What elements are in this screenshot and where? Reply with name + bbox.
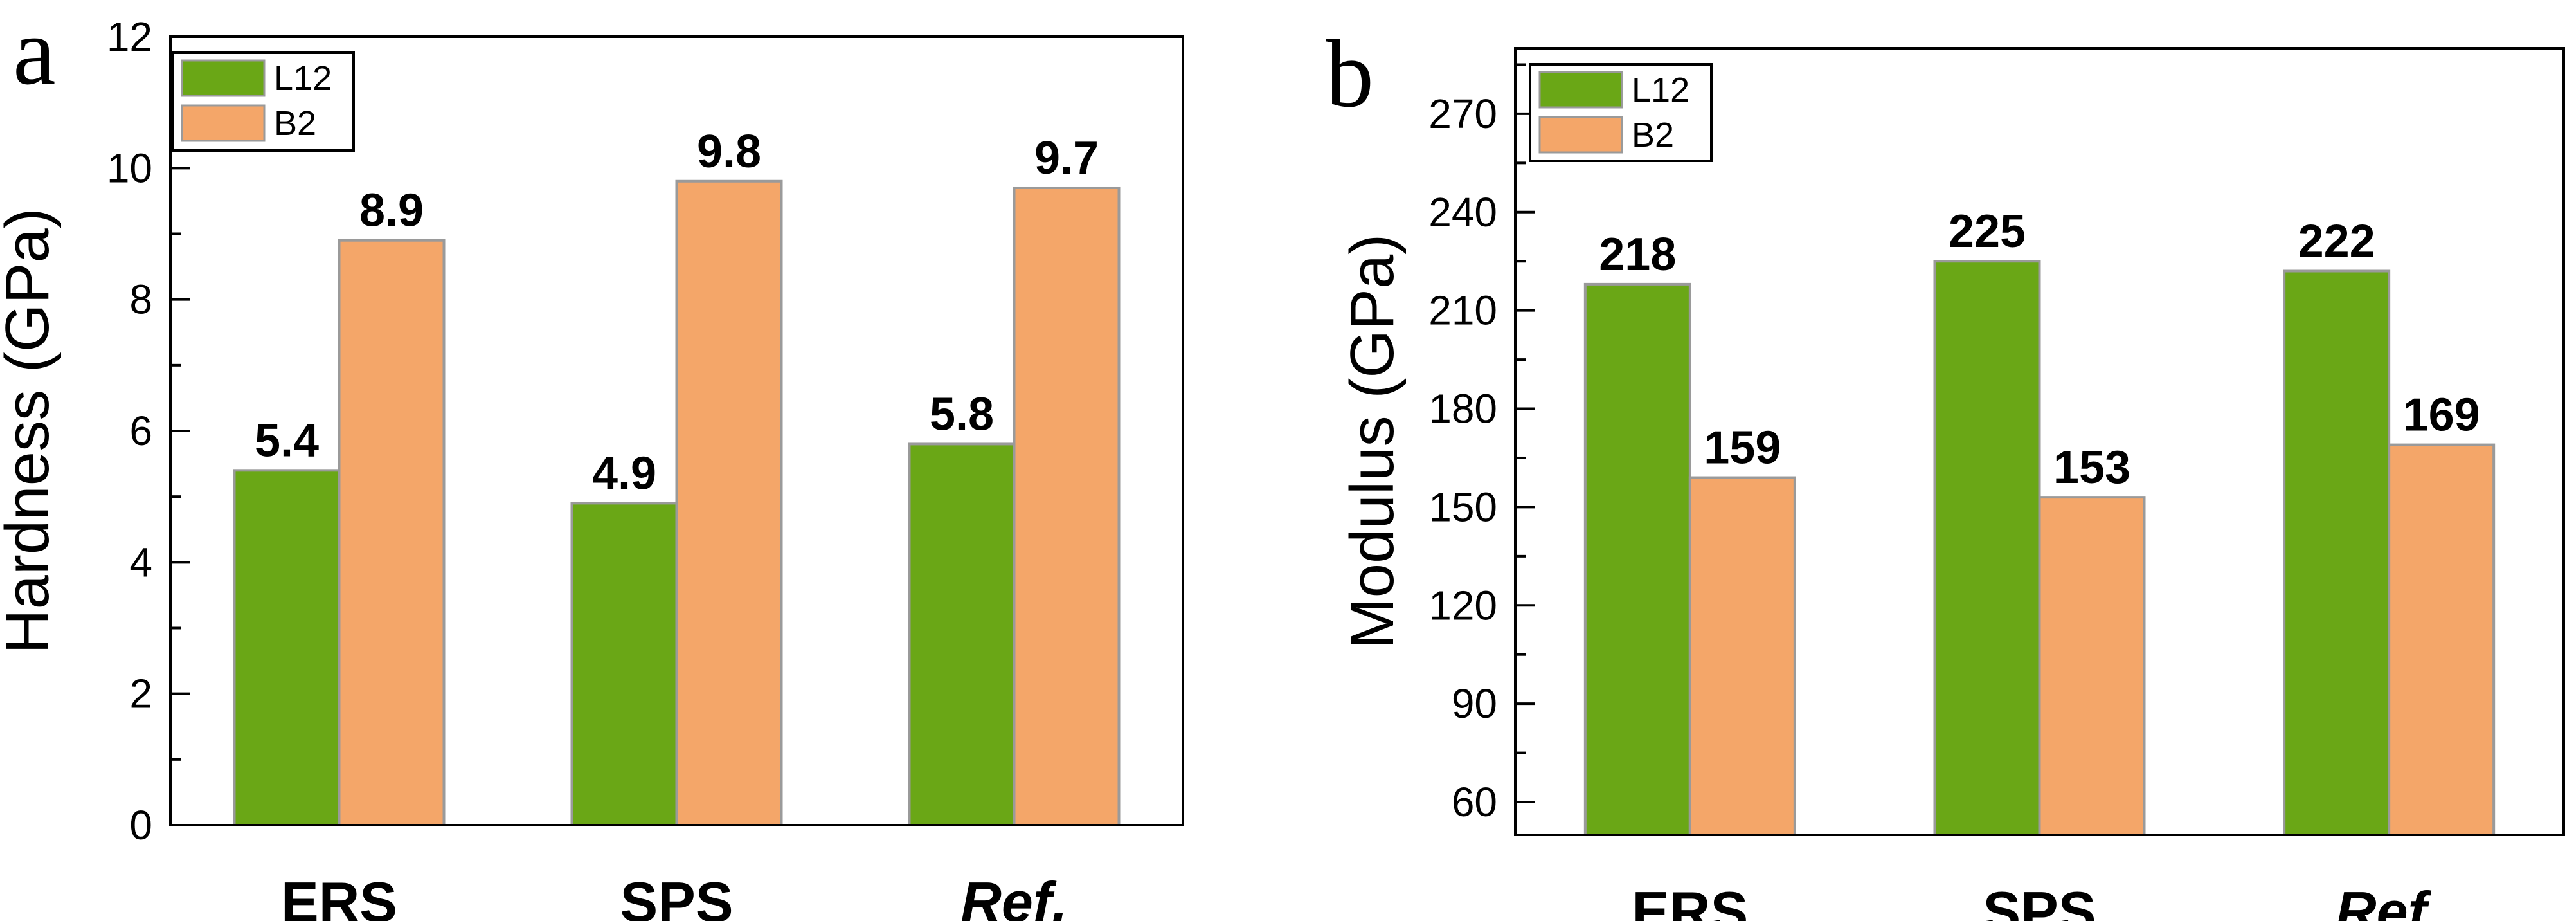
bar-b2-ers <box>1688 476 1796 836</box>
legend-swatch-l12 <box>181 59 266 97</box>
y-tick-label: 120 <box>1428 582 1497 628</box>
bar-l12-sps <box>1933 260 2041 836</box>
x-tick-label-ers: ERS <box>281 870 397 921</box>
chart-panel-a: 5.4 4.9 5.8 8.9 9.8 9.7 0 2 4 6 8 10 12 ERS SPS Ref. Har… <box>0 0 1184 921</box>
y-tick-label: 180 <box>1428 386 1497 432</box>
value-label-b2-0: 8.9 <box>359 185 424 237</box>
bar-l12-ers <box>233 469 341 826</box>
x-tick-label-ref: Ref. <box>960 870 1067 921</box>
panel-letter: b <box>1326 21 1374 127</box>
legend-label-l12: L12 <box>274 59 332 98</box>
bar-l12-ref <box>908 442 1016 826</box>
value-label-b2-0: 159 <box>1704 423 1781 474</box>
value-label-l12-0: 218 <box>1599 229 1676 280</box>
bar-b2-sps <box>2038 496 2146 836</box>
value-label-b2-1: 153 <box>2053 442 2130 493</box>
bar-b2-ref <box>1013 186 1121 826</box>
y-tick-label: 210 <box>1428 287 1497 334</box>
y-tick-label: 4 <box>129 539 152 585</box>
y-tick-label: 2 <box>129 671 152 717</box>
y-tick-label: 6 <box>129 408 152 454</box>
legend-label-b2: B2 <box>274 104 316 143</box>
value-label-l12-1: 4.9 <box>592 448 656 499</box>
value-label-l12-2: 222 <box>2298 216 2375 268</box>
y-axis-title: Hardness (GPa) <box>0 208 62 654</box>
legend-label-l12: L12 <box>1632 71 1689 109</box>
legend-swatch-b2 <box>181 104 266 142</box>
bar-b2-ers <box>338 239 446 826</box>
legend-label-b2: B2 <box>1632 116 1674 154</box>
bar-l12-sps <box>570 502 678 827</box>
y-tick-label: 240 <box>1428 189 1497 235</box>
y-tick-label: 90 <box>1452 680 1497 727</box>
value-label-b2-2: 9.7 <box>1034 132 1099 184</box>
y-tick-label: 60 <box>1452 779 1497 825</box>
legend-swatch-l12 <box>1538 71 1623 109</box>
y-tick-label: 150 <box>1428 484 1497 530</box>
chart-panel-b: 218 225 222 159 153 169 60 90 120 150 180 210 240 270… <box>1326 21 2565 921</box>
y-tick-label: 0 <box>129 802 152 848</box>
bar-l12-ref <box>2283 269 2391 836</box>
bar-b2-ref <box>2388 443 2496 836</box>
x-tick-label-sps: SPS <box>1983 880 2096 921</box>
y-tick-label: 270 <box>1428 91 1497 137</box>
value-label-l12-2: 5.8 <box>930 388 994 440</box>
bar-b2-sps <box>675 179 783 826</box>
y-tick-label: 10 <box>107 145 152 191</box>
x-tick-label-sps: SPS <box>620 870 733 921</box>
plot-frame <box>1514 47 2565 836</box>
y-tick-label: 8 <box>129 277 152 323</box>
bar-l12-ers <box>1583 282 1691 836</box>
legend-swatch-b2 <box>1538 116 1623 154</box>
panel-letter: a <box>13 0 56 105</box>
x-tick-label-ref: Ref. <box>2336 880 2442 921</box>
value-label-b2-2: 169 <box>2403 390 2480 441</box>
value-label-b2-1: 9.8 <box>697 126 761 178</box>
y-axis-title: Modulus (GPa) <box>1338 234 1407 650</box>
y-tick-label: 12 <box>107 14 152 60</box>
value-label-l12-0: 5.4 <box>255 415 319 466</box>
x-tick-label-ers: ERS <box>1632 880 1748 921</box>
value-label-l12-1: 225 <box>1949 206 2026 257</box>
